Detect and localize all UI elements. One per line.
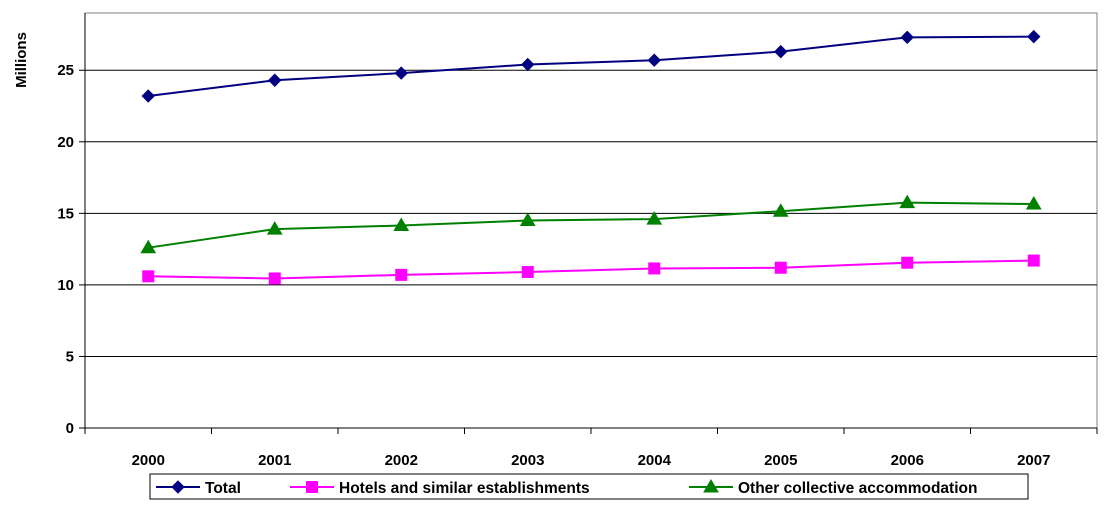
legend-marker-hotels-and-similar-establishments bbox=[306, 481, 318, 493]
legend-box bbox=[149, 473, 1029, 500]
point-other-collective-accommodation-2004 bbox=[646, 211, 663, 225]
series-line-other-collective-accommodation bbox=[148, 201, 1034, 249]
y-tick-label-20: 20 bbox=[57, 134, 74, 151]
legend-label-other-collective-accommodation: Other collective accommodation bbox=[738, 480, 977, 497]
point-total-2004 bbox=[647, 53, 661, 67]
x-tick-label-2003: 2003 bbox=[511, 452, 544, 469]
y-tick-label-0: 0 bbox=[66, 420, 74, 437]
point-total-2005 bbox=[774, 44, 788, 59]
series-line-total bbox=[148, 35, 1034, 97]
x-tick-label-2002: 2002 bbox=[385, 452, 418, 469]
series-line-hotels-and-similar-establishments bbox=[148, 259, 1034, 280]
series-group bbox=[140, 29, 1042, 285]
point-other-collective-accommodation-2003 bbox=[519, 212, 536, 226]
point-hotels-and-similar-establishments-2005 bbox=[774, 261, 787, 274]
point-other-collective-accommodation-2000 bbox=[140, 239, 157, 254]
point-other-collective-accommodation-2002 bbox=[393, 217, 410, 232]
point-hotels-and-similar-establishments-2000 bbox=[142, 270, 155, 283]
legend-item-other-collective-accommodation: Other collective accommodation bbox=[689, 479, 977, 497]
axes bbox=[79, 13, 1098, 434]
point-hotels-and-similar-establishments-2003 bbox=[521, 266, 534, 279]
legend-label-hotels-and-similar-establishments: Hotels and similar establishments bbox=[339, 480, 590, 497]
legend: Total Hotels and similar establishments Ot… bbox=[149, 473, 1029, 500]
point-total-2003 bbox=[521, 57, 535, 72]
point-hotels-and-similar-establishments-2007 bbox=[1027, 254, 1040, 267]
legend-marker-other-collective-accommodation bbox=[703, 479, 719, 493]
y-tick-label-15: 15 bbox=[57, 205, 74, 222]
point-hotels-and-similar-establishments-2002 bbox=[395, 268, 408, 281]
legend-label-total: Total bbox=[205, 480, 241, 497]
point-total-2007 bbox=[1027, 29, 1041, 44]
legend-item-hotels-and-similar-establishments: Hotels and similar establishments bbox=[290, 480, 590, 497]
point-total-2006 bbox=[900, 30, 914, 45]
point-hotels-and-similar-establishments-2001 bbox=[268, 272, 281, 285]
point-other-collective-accommodation-2005 bbox=[772, 203, 789, 217]
x-tick-labels: 2000 2001 2002 2003 2004 2005 2006 2007 bbox=[132, 452, 1051, 469]
x-tick-label-2007: 2007 bbox=[1017, 452, 1050, 469]
x-tick-label-2005: 2005 bbox=[764, 452, 797, 469]
x-tick-label-2001: 2001 bbox=[258, 452, 291, 469]
x-tick-label-2004: 2004 bbox=[638, 452, 672, 469]
x-tick-label-2006: 2006 bbox=[891, 452, 924, 469]
series-total bbox=[141, 29, 1041, 103]
point-total-2002 bbox=[394, 66, 408, 80]
point-other-collective-accommodation-2007 bbox=[1025, 196, 1042, 210]
point-hotels-and-similar-establishments-2004 bbox=[648, 262, 661, 275]
legend-marker-total bbox=[171, 480, 185, 494]
y-tick-label-10: 10 bbox=[57, 277, 74, 294]
gridlines bbox=[85, 69, 1097, 357]
series-other-collective-accommodation bbox=[140, 194, 1042, 254]
y-tick-label-5: 5 bbox=[66, 348, 74, 365]
x-tick-label-2000: 2000 bbox=[132, 452, 165, 469]
y-tick-labels: 0 5 10 15 20 25 bbox=[57, 62, 74, 437]
legend-item-total: Total bbox=[156, 480, 241, 497]
point-other-collective-accommodation-2001 bbox=[266, 221, 283, 235]
point-total-2000 bbox=[141, 89, 155, 103]
y-tick-label-25: 25 bbox=[57, 62, 74, 79]
point-other-collective-accommodation-2006 bbox=[899, 194, 916, 209]
point-total-2001 bbox=[268, 73, 282, 87]
point-hotels-and-similar-establishments-2006 bbox=[901, 256, 914, 269]
y-axis-title: Millions bbox=[13, 32, 30, 88]
series-hotels-and-similar-establishments bbox=[142, 254, 1040, 285]
